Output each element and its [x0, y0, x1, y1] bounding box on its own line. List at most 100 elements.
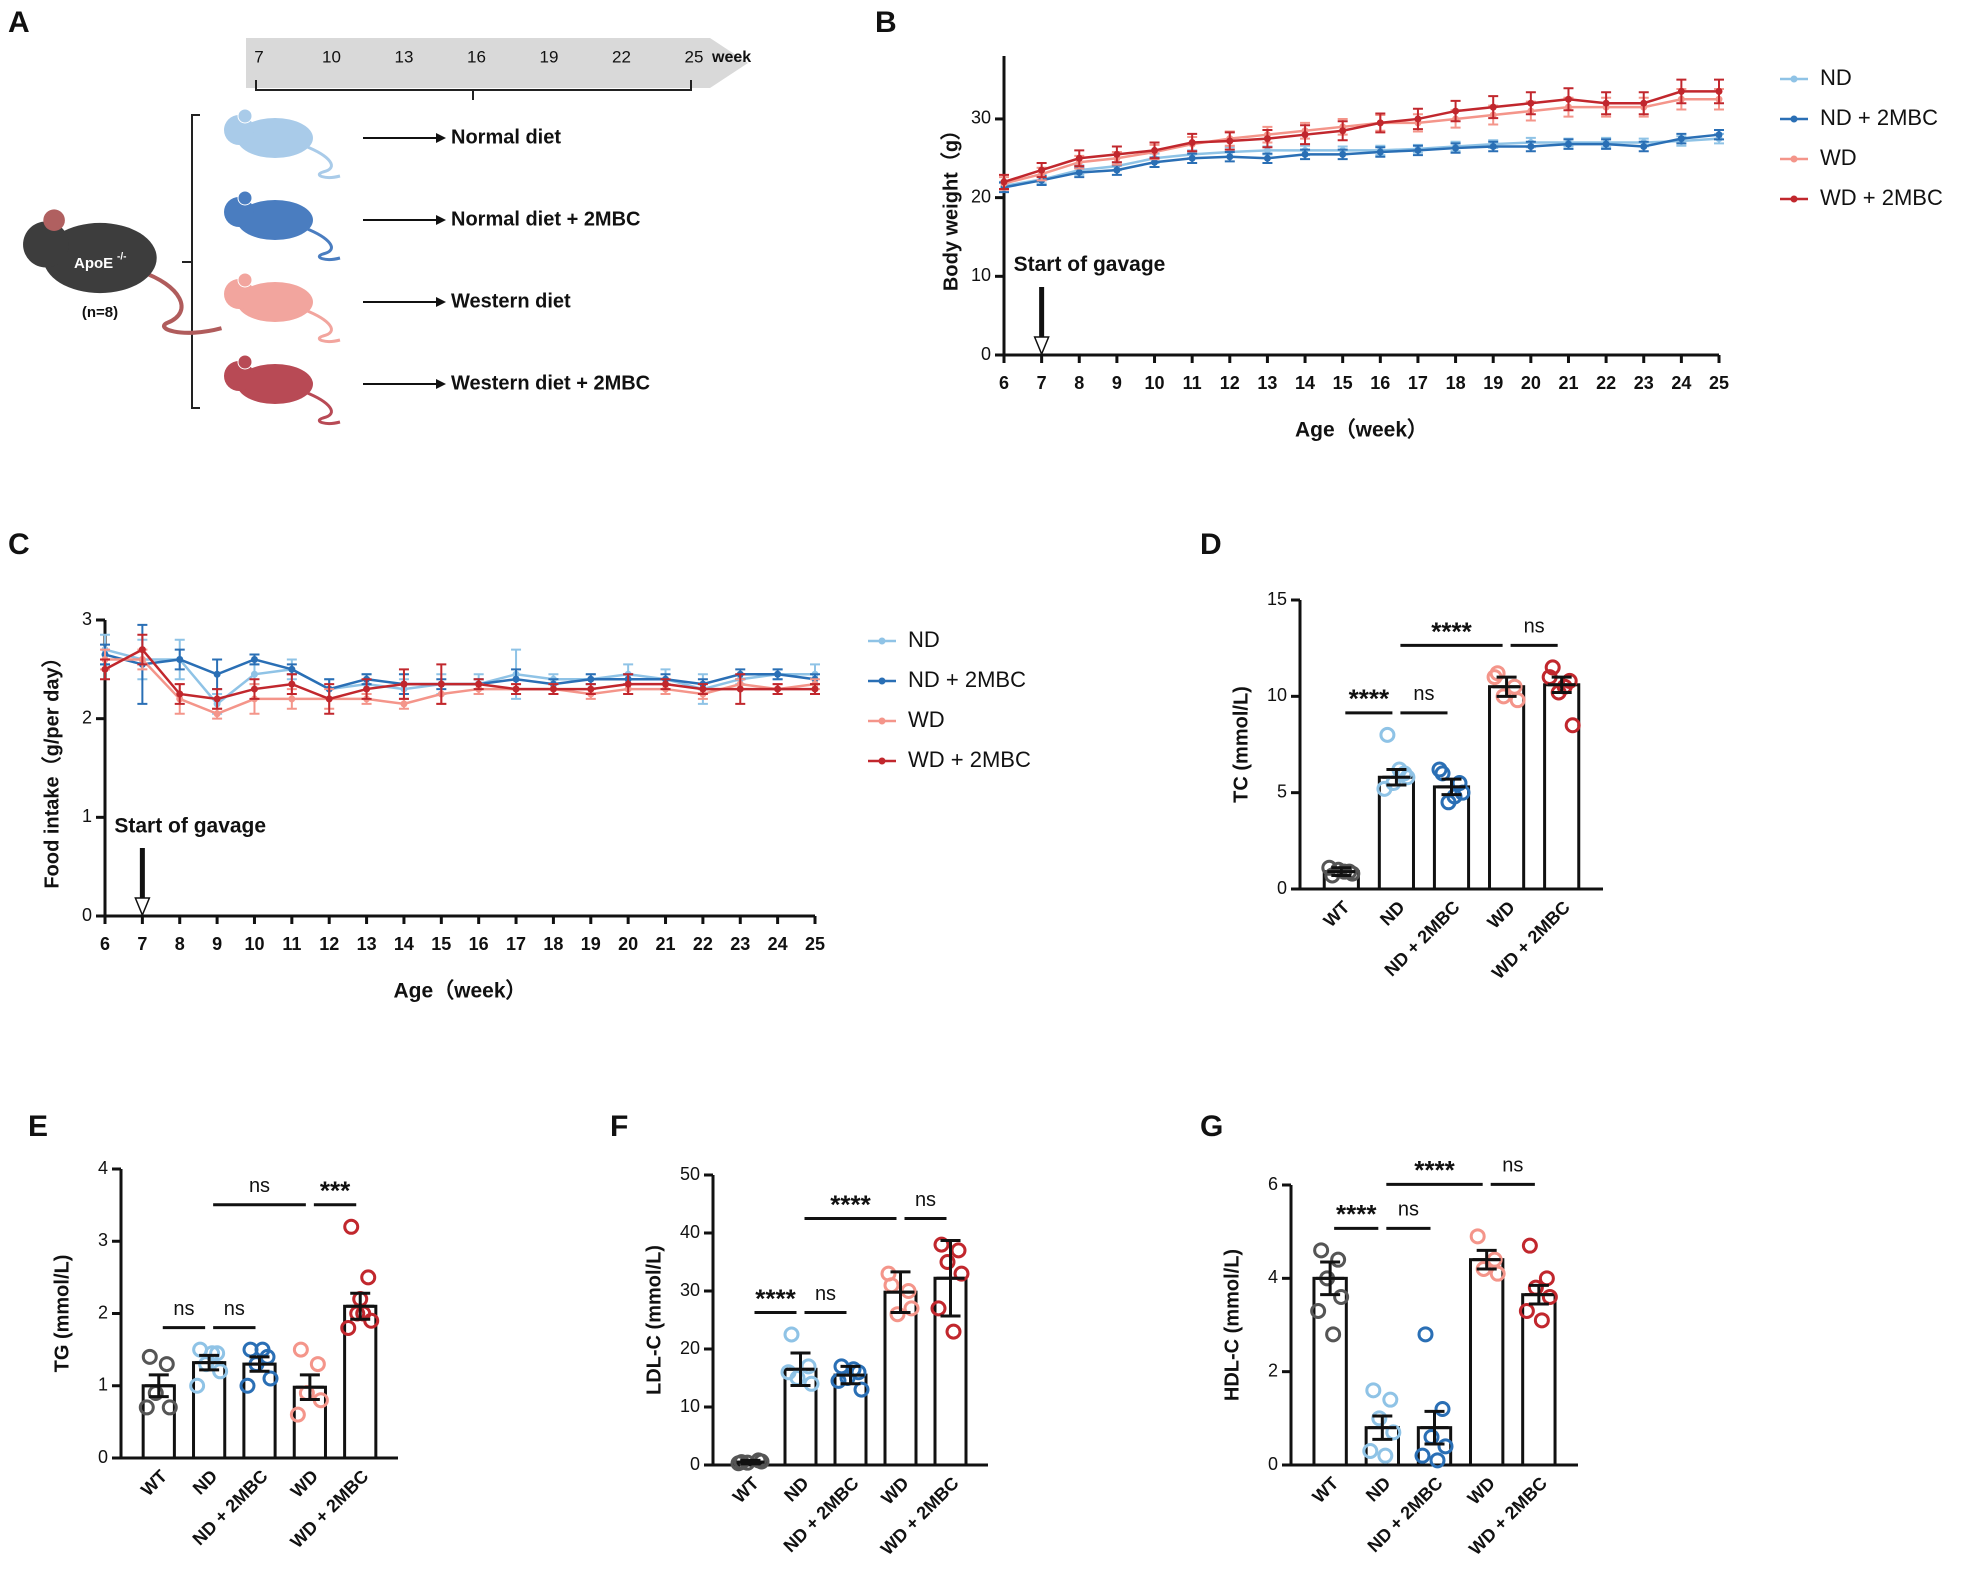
series-point	[774, 685, 782, 693]
data-point	[853, 1381, 870, 1398]
y-tick-label: 0	[1268, 1454, 1278, 1474]
bar	[1312, 1276, 1348, 1467]
x-tick-label: 8	[1074, 373, 1084, 393]
legend-label: ND + 2MBC	[1820, 105, 1938, 130]
data-point	[1538, 1270, 1555, 1287]
x-tick-label: WD	[1483, 897, 1518, 932]
series-point	[475, 680, 483, 688]
x-tick-label: 20	[618, 934, 638, 954]
panel-letter: C	[8, 528, 30, 561]
y-axis-label: LDL-C (mmol/L)	[643, 1245, 665, 1395]
strain-sup: -/-	[117, 252, 126, 263]
y-tick-label: 50	[680, 1164, 700, 1184]
series-point	[1113, 150, 1121, 158]
x-tick-label: 10	[244, 934, 264, 954]
legend-marker	[1790, 75, 1798, 83]
y-tick-label: 2	[1268, 1360, 1278, 1380]
significance-label: ns	[1398, 1199, 1419, 1221]
y-tick-label: 10	[1267, 685, 1287, 705]
series-point	[1414, 115, 1422, 123]
data-point	[1509, 692, 1526, 709]
legend-marker	[1790, 155, 1798, 163]
x-tick-label: 12	[1220, 373, 1240, 393]
data-point	[289, 1406, 306, 1423]
x-tick-label: 8	[175, 934, 185, 954]
x-tick-label: ND	[189, 1466, 222, 1499]
error-bar	[144, 1373, 173, 1399]
data-point	[889, 1306, 906, 1323]
panel-letter: E	[28, 1110, 48, 1143]
week-label: 7	[254, 47, 263, 66]
significance-label: ****	[1414, 1155, 1455, 1185]
data-point	[950, 1242, 967, 1259]
data-point	[1541, 1289, 1558, 1305]
legend-label: WD + 2MBC	[1820, 185, 1943, 210]
arrow-head	[436, 297, 446, 307]
series-point	[1226, 153, 1234, 161]
x-tick-label: 17	[1408, 373, 1428, 393]
x-tick-label: 7	[1037, 373, 1047, 393]
data-point	[1325, 1326, 1342, 1343]
series-point	[811, 685, 819, 693]
series-line	[1003, 90, 1719, 184]
significance-label: ns	[249, 1175, 270, 1197]
series-point	[1113, 166, 1121, 174]
error-bar	[346, 1291, 375, 1321]
significance-label: ns	[224, 1298, 245, 1320]
mouse-ear	[237, 354, 253, 370]
x-tick-label: 13	[1257, 373, 1277, 393]
strain: ApoE	[74, 255, 113, 272]
mouse	[224, 108, 341, 179]
n-label: (n=8)	[82, 304, 118, 321]
series-point	[1527, 99, 1535, 107]
data-point	[1533, 1312, 1550, 1329]
legend-marker	[878, 637, 886, 645]
series-point	[1000, 178, 1008, 186]
x-tick-label: ND	[1376, 897, 1409, 930]
x-tick-label: 24	[768, 934, 788, 954]
data-point	[189, 1377, 206, 1394]
data-point	[158, 1356, 175, 1373]
series-point	[1038, 166, 1046, 174]
data-point	[1377, 1447, 1394, 1464]
series-point	[400, 700, 408, 708]
series-point	[213, 710, 221, 718]
mouse-ear	[237, 190, 253, 206]
x-tick-label: 13	[357, 934, 377, 954]
data-point	[1365, 1382, 1382, 1399]
series-point	[437, 680, 445, 688]
significance-label: ns	[1413, 683, 1434, 705]
error-bar	[736, 1458, 765, 1466]
significance-label: ****	[1431, 616, 1472, 646]
mouse-tail	[304, 308, 341, 343]
y-tick-label: 0	[981, 344, 991, 364]
x-tick-label: ND	[1362, 1473, 1395, 1506]
series-point	[624, 680, 632, 688]
x-tick-label: 9	[1112, 373, 1122, 393]
error-bar	[836, 1364, 865, 1386]
series-point	[1151, 158, 1159, 166]
x-tick-label: 10	[1145, 373, 1165, 393]
y-tick-label: 4	[1268, 1267, 1278, 1287]
y-tick-label: 2	[98, 1302, 108, 1322]
legend-marker	[878, 677, 886, 685]
mouse-ear	[237, 108, 253, 124]
data-point	[340, 1319, 357, 1336]
annotation-head	[1033, 336, 1050, 356]
data-point	[360, 1269, 377, 1286]
x-tick-label: 23	[730, 934, 750, 954]
series-line	[104, 648, 815, 706]
data-point	[1344, 865, 1361, 882]
data-point	[903, 1300, 920, 1317]
series-point	[288, 665, 296, 673]
panel-letter: D	[1200, 528, 1222, 561]
data-point	[1469, 1228, 1486, 1245]
series-line	[1003, 133, 1720, 189]
panel-letter: B	[875, 6, 897, 39]
series-point	[1564, 95, 1572, 103]
significance-label: ns	[1502, 1155, 1523, 1177]
series-point	[288, 680, 296, 688]
series-point	[1339, 127, 1347, 135]
mouse-ear	[237, 272, 253, 288]
